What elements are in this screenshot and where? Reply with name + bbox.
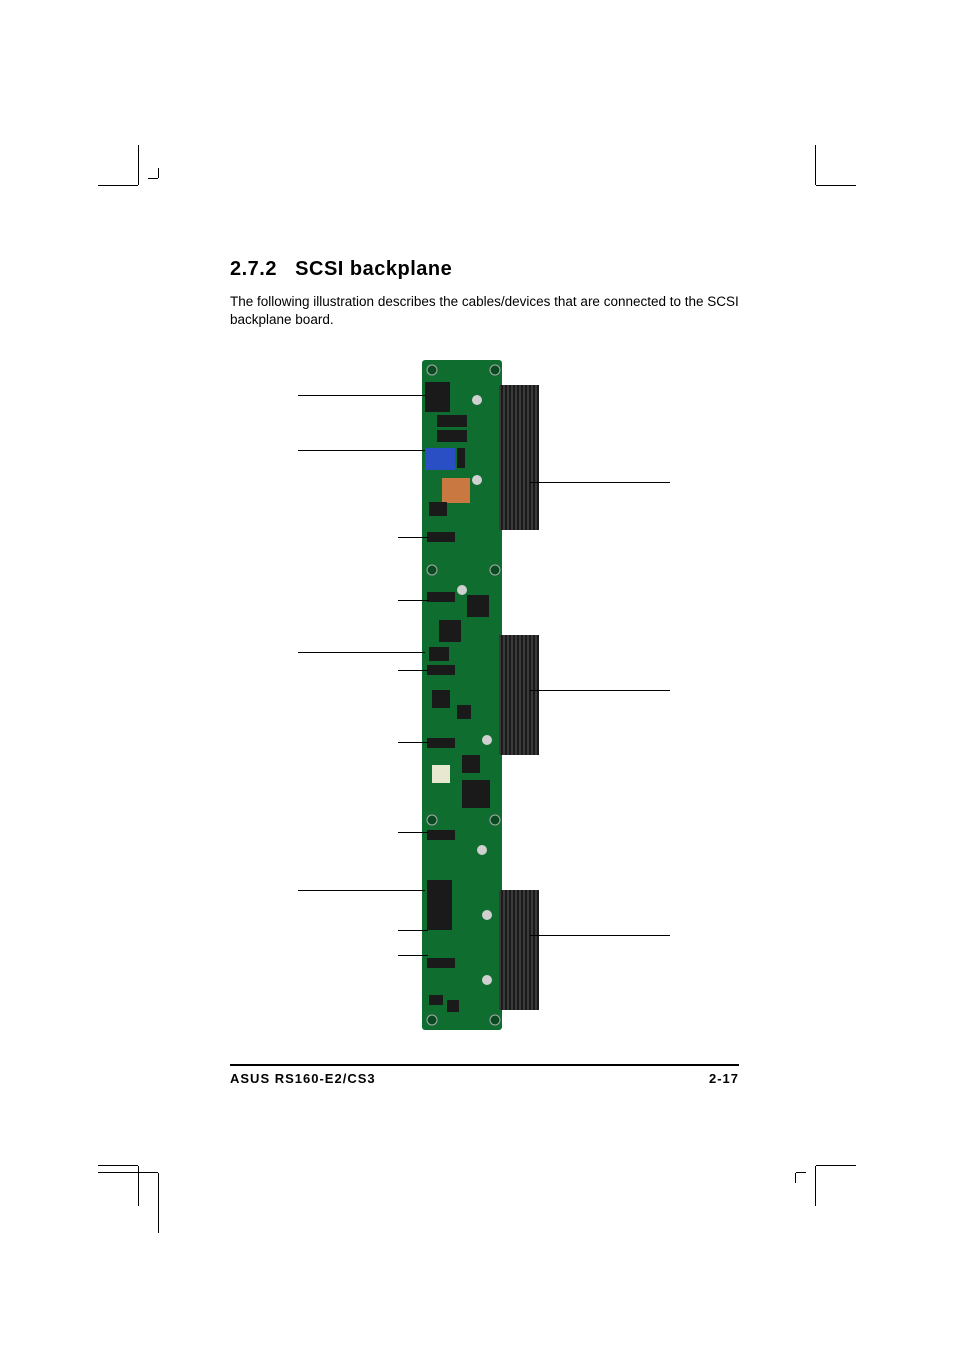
leader-line [398,670,428,671]
crop-mark [138,145,139,185]
pcb-illustration [407,360,547,1030]
leader-line [398,930,428,931]
crop-mark [816,185,856,186]
crop-mark [98,185,138,186]
crop-mark [98,1172,158,1173]
leader-line [530,690,670,691]
leader-line [398,537,428,538]
leader-line [398,600,428,601]
footer-page-number: 2-17 [709,1071,739,1086]
crop-mark [795,1173,796,1183]
page-footer: ASUS RS160-E2/CS3 2-17 [230,1064,739,1086]
crop-mark [158,1173,159,1233]
leader-line [398,742,428,743]
crop-mark [796,1172,806,1173]
crop-mark [98,1165,138,1166]
leader-line [298,450,425,451]
crop-mark [148,178,158,179]
leader-line [398,955,428,956]
footer-product: ASUS RS160-E2/CS3 [230,1071,376,1086]
body-paragraph: The following illustration describes the… [230,293,739,329]
crop-mark [158,168,159,178]
content-area: 2.7.2 SCSI backplane The following illus… [230,258,739,329]
crop-mark [816,1165,856,1166]
crop-mark [815,1166,816,1206]
leader-line [298,890,425,891]
section-title: SCSI backplane [295,258,452,280]
crop-mark [815,145,816,185]
pcb-svg [407,360,547,1030]
leader-line [298,652,425,653]
leader-line [530,935,670,936]
leader-line [530,482,670,483]
leader-line [398,832,428,833]
section-number: 2.7.2 [230,258,277,280]
section-heading: 2.7.2 SCSI backplane [230,258,739,281]
leader-line [298,395,425,396]
